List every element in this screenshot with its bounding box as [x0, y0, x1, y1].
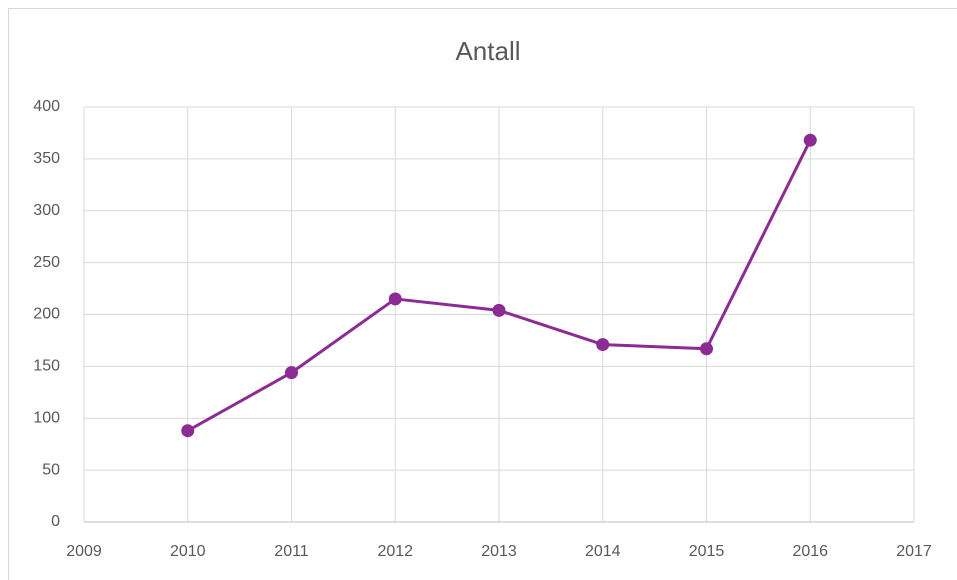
x-tick-label: 2012 — [377, 543, 413, 560]
y-tick-label: 400 — [33, 98, 60, 115]
data-point — [803, 133, 817, 147]
data-point — [388, 292, 402, 306]
x-tick-label: 2009 — [66, 543, 102, 560]
y-tick-label: 200 — [33, 306, 60, 323]
y-tick-label: 350 — [33, 150, 60, 167]
y-tick-label: 100 — [33, 409, 60, 426]
y-tick-label: 150 — [33, 358, 60, 375]
y-tick-label: 50 — [42, 461, 60, 478]
chart-frame — [8, 8, 957, 580]
y-tick-label: 250 — [33, 254, 60, 271]
x-tick-label: 2010 — [170, 543, 206, 560]
x-tick-label: 2011 — [274, 543, 309, 560]
data-point — [492, 303, 506, 317]
x-tick-label: 2013 — [481, 543, 517, 560]
chart-title: Antall — [455, 36, 520, 66]
x-tick-label: 2017 — [896, 543, 932, 560]
data-point — [181, 424, 195, 438]
x-tick-label: 2016 — [792, 543, 828, 560]
data-point — [700, 342, 713, 356]
x-tick-label: 2014 — [585, 543, 621, 560]
x-tick-label: 2015 — [689, 543, 725, 560]
data-point — [285, 366, 298, 380]
y-tick-label: 0 — [51, 513, 60, 530]
y-tick-label: 300 — [33, 202, 60, 219]
data-point — [596, 338, 610, 352]
